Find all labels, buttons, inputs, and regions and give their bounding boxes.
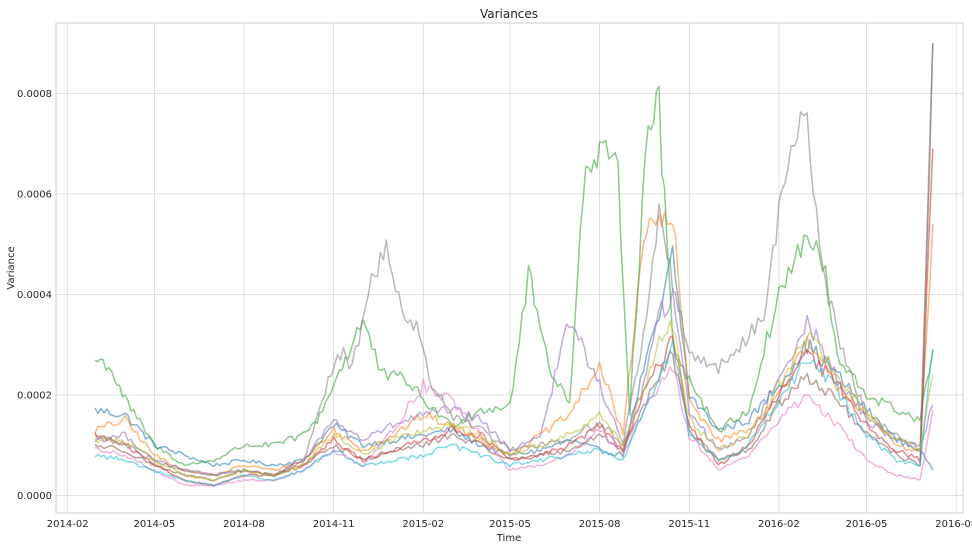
y-tick-label: 0.0002 xyxy=(17,390,52,401)
x-tick-label: 2015-11 xyxy=(668,519,710,530)
plot-frame xyxy=(55,22,964,514)
y-tick-label: 0.0006 xyxy=(17,189,52,200)
x-tick-label: 2016-05 xyxy=(846,519,888,530)
y-tick-label: 0.0004 xyxy=(17,290,52,301)
x-tick-label: 2016-02 xyxy=(758,519,800,530)
y-axis-title: Variance xyxy=(6,246,17,289)
plot-background xyxy=(56,23,963,513)
series-line-8 xyxy=(94,43,934,477)
x-tick-label: 2015-05 xyxy=(489,519,531,530)
x-tick-labels: 2014-02 2014-05 2014-08 2014-11 2015-02 2015-… xyxy=(47,519,972,530)
series-layer xyxy=(94,43,934,487)
y-gridlines xyxy=(56,92,963,496)
y-tick-label: 0.0000 xyxy=(17,491,52,502)
x-tick-label: 2014-05 xyxy=(133,519,175,530)
y-tick-label: 0.0008 xyxy=(17,89,52,100)
x-tick-label: 2016-08 xyxy=(935,519,972,530)
x-tick-label: 2015-02 xyxy=(402,519,444,530)
series-line-7 xyxy=(94,366,934,487)
x-axis-title: Time xyxy=(496,533,521,544)
series-line-3 xyxy=(94,85,934,466)
x-tick-label: 2014-11 xyxy=(313,519,355,530)
y-tick-labels: 0.0000 0.0002 0.0004 0.0006 0.0008 xyxy=(17,89,52,502)
x-tick-label: 2014-08 xyxy=(223,519,265,530)
x-tick-label: 2015-08 xyxy=(579,519,621,530)
series-line-9 xyxy=(94,320,934,482)
chart-title: Variances xyxy=(480,7,538,21)
series-line-10 xyxy=(94,339,934,487)
x-tick-label: 2014-02 xyxy=(47,519,89,530)
